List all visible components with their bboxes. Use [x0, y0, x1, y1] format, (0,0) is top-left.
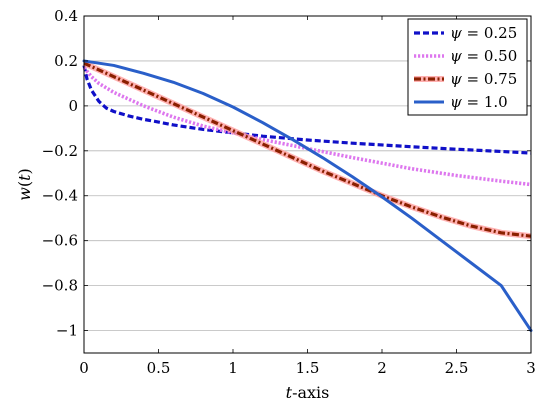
x-tick-label: 1.5: [296, 359, 320, 377]
series-line-2: [82, 66, 532, 187]
y-tick-label: 0.4: [54, 7, 78, 25]
legend-label-4: ψ = 1.0: [450, 93, 508, 111]
x-tick-label: 3: [526, 359, 536, 377]
x-axis-ticks: 0 0.5 1 1.5 2 2.5 3: [79, 16, 536, 377]
legend: ψ = 0.25 ψ = 0.50 ψ = 0.75 ψ = 1.0: [407, 18, 528, 116]
legend-label-1: ψ = 0.25: [450, 24, 517, 42]
y-axis-title: w(t): [15, 168, 34, 201]
y-tick-label: 0.2: [54, 52, 78, 70]
legend-label-2: ψ = 0.50: [450, 47, 517, 65]
x-tick-label: 1: [228, 359, 238, 377]
x-tick-label: 2: [377, 359, 387, 377]
y-tick-label: 0: [68, 97, 78, 115]
y-tick-label: −0.8: [42, 277, 78, 295]
series-line-1: [82, 65, 532, 155]
series-line-3: [83, 61, 532, 238]
y-axis-ticks: 0.4 0.2 0 −0.2 −0.4 −0.6 −0.8 −1: [42, 7, 531, 340]
y-tick-label: −1: [56, 322, 78, 340]
legend-box: [407, 18, 528, 116]
x-tick-label: 0.5: [147, 359, 171, 377]
legend-label-3: ψ = 0.75: [450, 70, 517, 88]
y-tick-label: −0.4: [42, 187, 78, 205]
x-tick-label: 0: [79, 359, 89, 377]
x-tick-label: 2.5: [445, 359, 469, 377]
series-lines: [82, 59, 533, 333]
y-tick-label: −0.2: [42, 142, 78, 160]
y-tick-label: −0.6: [42, 232, 78, 250]
x-axis-title: t-axis: [286, 383, 330, 402]
grid-lines: [84, 15, 531, 331]
series-line-4: [82, 59, 533, 333]
